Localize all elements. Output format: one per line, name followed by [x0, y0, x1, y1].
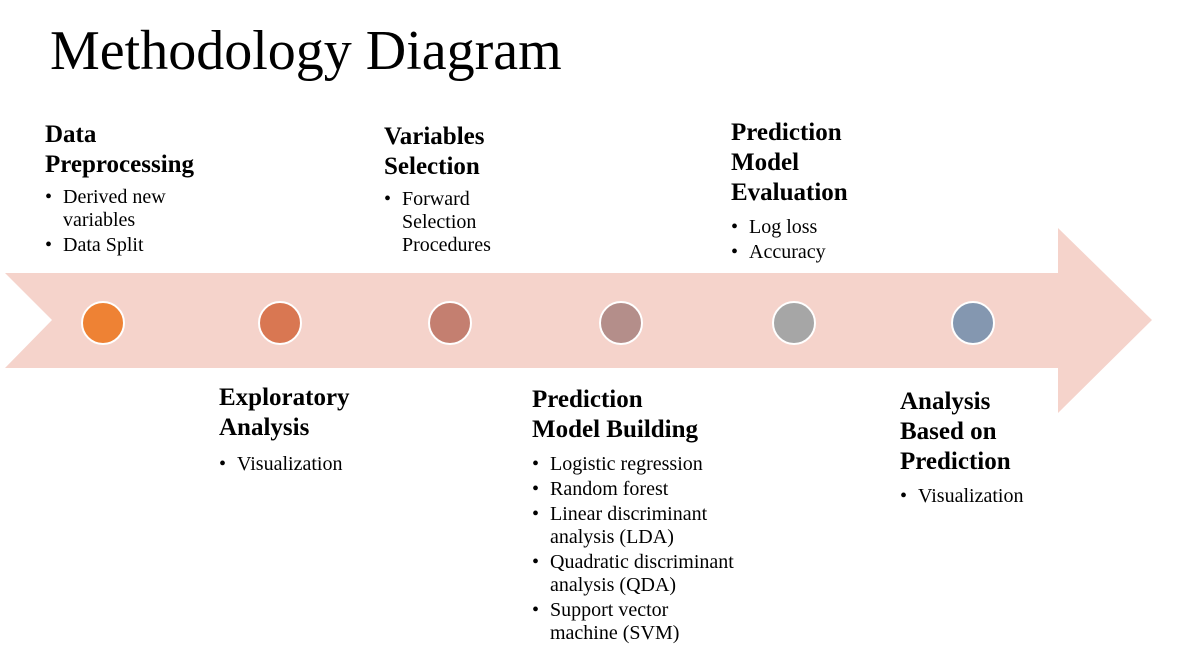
- step-heading-line: Data: [45, 121, 97, 148]
- step-prediction-model-building: Prediction Model Building Logistic regre…: [532, 385, 767, 647]
- step-bullet: Data Split: [45, 234, 215, 257]
- step-bullet: Derived new variables: [45, 186, 215, 232]
- step-heading-line: Based on: [900, 418, 997, 445]
- step-heading-line: Preprocessing: [45, 151, 195, 178]
- step-heading: Prediction Model Building: [532, 385, 767, 445]
- step-6-marker: [951, 301, 995, 345]
- step-heading-line: Prediction: [900, 448, 1011, 475]
- step-heading-line: Model Building: [532, 416, 699, 443]
- step-heading-line: Prediction: [731, 119, 842, 146]
- step-heading: Prediction Model Evaluation: [731, 118, 891, 208]
- step-heading-line: Model: [731, 149, 800, 176]
- step-5-marker: [772, 301, 816, 345]
- step-1-marker: [81, 301, 125, 345]
- timeline-arrow-shape: [5, 228, 1152, 413]
- step-bullet: Linear discriminant analysis (LDA): [532, 503, 735, 549]
- step-bullet-list: Visualization: [219, 453, 389, 476]
- step-heading-line: Exploratory: [219, 384, 350, 411]
- step-heading: Analysis Based on Prediction: [900, 387, 1070, 477]
- step-bullet-list: Logistic regression Random forest Linear…: [532, 453, 767, 645]
- step-exploratory-analysis: Exploratory Analysis Visualization: [219, 383, 389, 478]
- diagram-title: Methodology Diagram: [50, 20, 562, 82]
- step-bullet: Support vector machine (SVM): [532, 599, 715, 645]
- step-data-preprocessing: Data Preprocessing Derived new variables…: [45, 120, 215, 259]
- step-prediction-model-evaluation: Prediction Model Evaluation Log loss Acc…: [731, 118, 891, 266]
- step-variables-selection: Variables Selection Forward Selection Pr…: [384, 122, 524, 259]
- step-bullet: Accuracy: [731, 241, 891, 264]
- step-heading: Data Preprocessing: [45, 120, 215, 180]
- step-bullet: Logistic regression: [532, 453, 767, 476]
- step-bullet: Quadratic discriminant analysis (QDA): [532, 551, 770, 597]
- step-bullet-list: Visualization: [900, 485, 1070, 508]
- step-2-marker: [258, 301, 302, 345]
- step-heading-line: Analysis: [219, 414, 310, 441]
- step-heading-line: Selection: [384, 153, 480, 180]
- step-3-marker: [428, 301, 472, 345]
- step-heading: Exploratory Analysis: [219, 383, 389, 443]
- step-bullet: Random forest: [532, 478, 767, 501]
- step-bullet-list: Log loss Accuracy: [731, 216, 891, 264]
- step-bullet: Log loss: [731, 216, 891, 239]
- step-bullet-list: Derived new variables Data Split: [45, 186, 215, 257]
- step-4-marker: [599, 301, 643, 345]
- step-analysis-based-on-prediction: Analysis Based on Prediction Visualizati…: [900, 387, 1070, 510]
- step-heading-line: Variables: [384, 123, 485, 150]
- step-heading: Variables Selection: [384, 122, 524, 182]
- step-heading-line: Prediction: [532, 386, 643, 413]
- step-bullet: Visualization: [900, 485, 1070, 508]
- step-bullet: Forward Selection Procedures: [384, 188, 512, 257]
- step-heading-line: Evaluation: [731, 179, 848, 206]
- step-bullet-list: Forward Selection Procedures: [384, 188, 524, 257]
- step-heading-line: Analysis: [900, 388, 991, 415]
- step-bullet: Visualization: [219, 453, 389, 476]
